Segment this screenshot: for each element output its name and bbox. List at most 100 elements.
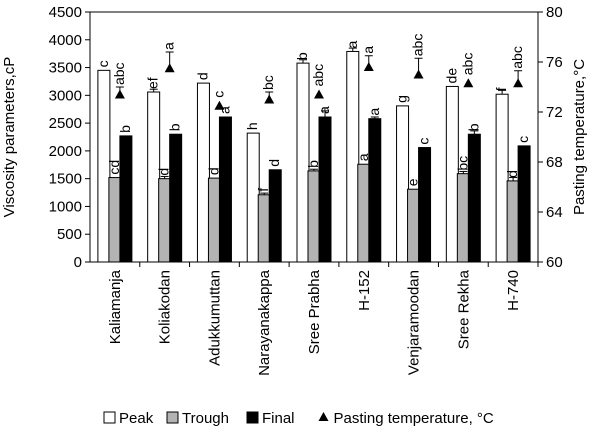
x-tick-label: Kaliamanja (107, 269, 124, 344)
letter-trough: b (305, 160, 321, 168)
letter-final: b (465, 123, 481, 131)
y-tick-label: 4000 (49, 32, 82, 49)
letter-trough: d (205, 167, 221, 175)
pasting-temperature-letter: a (161, 42, 177, 50)
letter-final: b (167, 123, 183, 131)
letter-peak: h (244, 122, 260, 130)
legend-swatch-pasting-temperature (318, 412, 329, 421)
letter-trough: a (355, 153, 371, 161)
y-tick-label: 3000 (49, 87, 82, 104)
bar-trough (158, 178, 172, 263)
y-tick-label: 3500 (49, 60, 82, 77)
letter-peak: ef (145, 77, 161, 89)
bar-final (119, 135, 133, 263)
letter-trough: bc (454, 156, 470, 171)
pasting-temperature-marker (463, 78, 474, 88)
letter-trough: d (504, 170, 520, 178)
legend-swatch-trough (166, 411, 179, 424)
pasting-temperature-letter: bc (260, 75, 276, 90)
y-tick-label: 0 (74, 254, 82, 271)
pasting-temperature-letter: a (360, 46, 376, 54)
bar-final (418, 147, 432, 263)
pasting-temperature-letter: abc (459, 53, 475, 76)
y-axis-title: Viscosity parameters,cP (1, 57, 18, 218)
x-tick-label: Narayanakappa (256, 269, 273, 376)
bar-final (318, 116, 332, 263)
letter-peak: g (394, 95, 410, 103)
bar-peak (147, 91, 161, 263)
y-tick-label: 1500 (49, 171, 82, 188)
x-tick-label: H-152 (356, 270, 373, 311)
bar-trough (207, 177, 221, 263)
x-tick-label: Koliakodan (157, 270, 174, 344)
letter-trough: f (255, 188, 271, 192)
letter-trough: e (405, 178, 421, 186)
letter-peak: a (344, 40, 360, 48)
bar-final (169, 133, 183, 263)
pasting-temperature-letter: abc (410, 34, 426, 57)
bar-trough (108, 177, 122, 263)
bar-trough (357, 163, 371, 263)
letter-final: d (266, 159, 282, 167)
pasting-temperature-letter: abc (310, 64, 326, 87)
x-tick-label: Sree Rekha (455, 269, 472, 349)
letter-final: a (366, 108, 382, 116)
bar-trough (506, 180, 520, 263)
bar-peak (196, 82, 210, 263)
bar-trough (257, 194, 271, 263)
bar-final (517, 145, 531, 263)
legend-label-peak: Peak (119, 410, 154, 427)
bar-final (268, 169, 282, 263)
letter-trough: cd (106, 160, 122, 175)
letter-final: a (216, 106, 232, 114)
x-tick-label: H-740 (505, 270, 522, 311)
legend-label-trough: Trough (182, 410, 229, 427)
x-tick-label: Venjaramoodan (406, 270, 423, 375)
letter-trough: d (156, 168, 172, 176)
pasting-temperature-letter: c (210, 91, 226, 98)
y2-axis-title: Pasting temperature,°C (571, 59, 588, 215)
pasting-temperature-letter: abc (111, 62, 127, 85)
bar-trough (307, 170, 321, 263)
y-tick-label: 4500 (49, 4, 82, 21)
y2-tick-label: 76 (546, 54, 563, 71)
bar-final (467, 133, 481, 263)
legend-swatch-final (246, 411, 259, 424)
legend-swatch-peak (103, 411, 116, 424)
letter-peak: d (194, 72, 210, 80)
pasting-temperature-marker (314, 89, 324, 99)
pasting-temperature-letter: abc (509, 46, 525, 69)
y-tick-label: 1000 (49, 198, 82, 215)
legend-label-final: Final (262, 410, 295, 427)
bar-peak (246, 132, 260, 263)
x-tick-label: Adukkumuttan (206, 270, 223, 366)
y2-tick-label: 64 (546, 204, 563, 221)
letter-peak: c (95, 60, 111, 67)
letter-final: c (416, 138, 432, 145)
bar-trough (407, 188, 421, 263)
y2-tick-label: 72 (546, 104, 563, 121)
bar-final (368, 118, 382, 263)
bar-peak (396, 105, 410, 263)
y2-tick-label: 60 (546, 254, 563, 271)
letter-final: b (117, 125, 133, 133)
bar-peak (97, 69, 111, 263)
x-tick-label: Sree Prabha (306, 269, 323, 354)
letter-final: c (515, 136, 531, 143)
pasting-temperature-marker (214, 100, 225, 110)
legend-label-pasting-temperature: Pasting temperature, °C (334, 410, 494, 427)
y-tick-label: 2500 (49, 115, 82, 132)
y-tick-label: 500 (57, 226, 82, 243)
letter-peak: b (294, 52, 310, 60)
letter-final: a (316, 106, 332, 114)
letter-peak: f (493, 87, 509, 91)
y2-tick-label: 68 (546, 154, 563, 171)
letter-peak: de (443, 68, 459, 84)
y-tick-label: 2000 (49, 143, 82, 160)
y2-tick-label: 80 (546, 4, 563, 21)
bar-trough (456, 173, 470, 263)
bar-final (218, 116, 232, 263)
bar-peak (445, 85, 459, 263)
